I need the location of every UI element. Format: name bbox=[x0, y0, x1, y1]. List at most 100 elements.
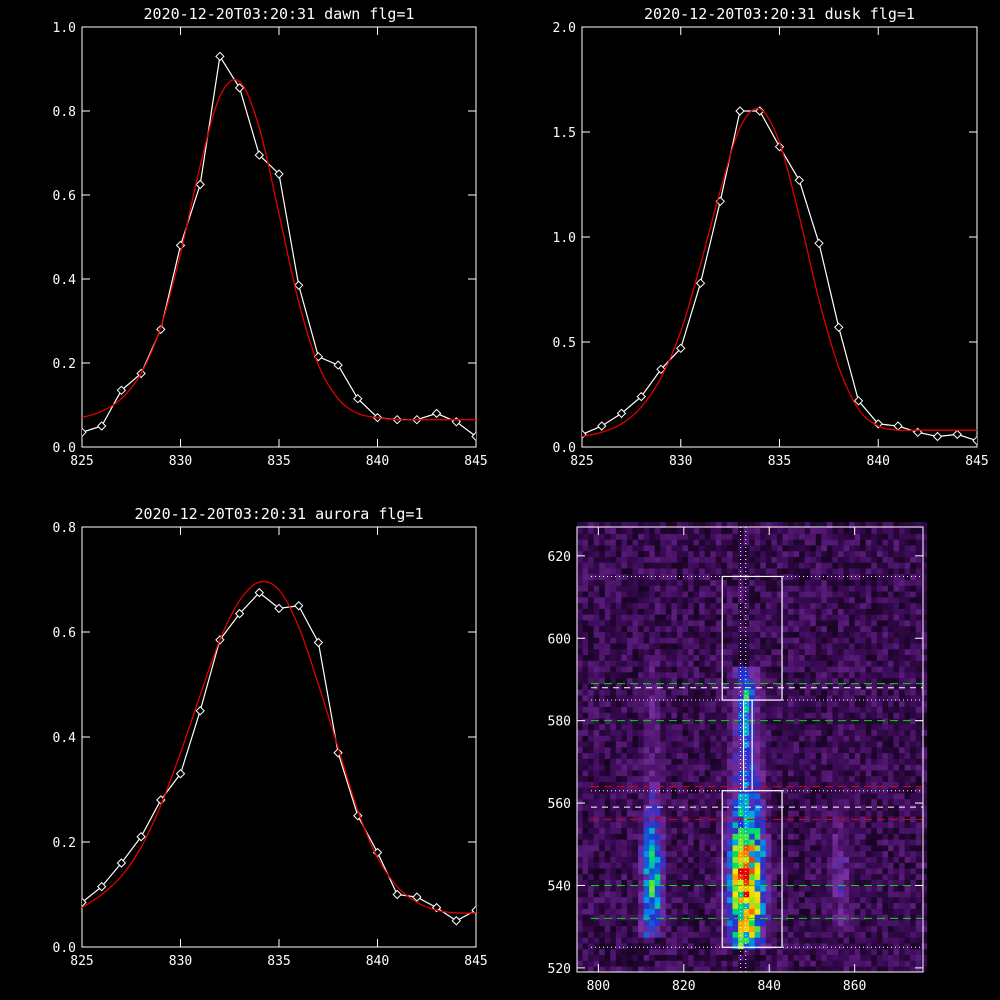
heatmap-cell bbox=[793, 770, 800, 777]
heatmap-cell bbox=[821, 573, 828, 581]
heatmap-cell bbox=[643, 562, 650, 569]
heatmap-cell bbox=[588, 833, 594, 840]
heatmap-cell bbox=[854, 868, 861, 875]
heatmap-cell bbox=[665, 827, 672, 834]
heatmap-cell bbox=[599, 545, 606, 552]
heatmap-cell bbox=[688, 637, 694, 644]
heatmap-cell bbox=[593, 868, 600, 875]
heatmap-cell bbox=[865, 891, 872, 898]
heatmap-cell bbox=[860, 620, 867, 627]
heatmap-cell bbox=[732, 850, 739, 857]
heatmap-cell bbox=[649, 735, 656, 742]
heatmap-cell bbox=[782, 602, 789, 609]
heatmap-cell bbox=[688, 625, 694, 632]
heatmap-cell bbox=[732, 695, 739, 702]
heatmap-cell bbox=[665, 706, 672, 713]
heatmap-cell bbox=[693, 925, 700, 932]
heatmap-cell bbox=[743, 868, 750, 875]
heatmap-cell bbox=[854, 845, 861, 852]
heatmap-cell bbox=[815, 810, 822, 817]
heatmap-cell bbox=[710, 533, 717, 540]
heatmap-cell bbox=[688, 608, 694, 615]
heatmap-cell bbox=[810, 827, 817, 834]
heatmap-cell bbox=[710, 718, 717, 725]
heatmap-cell bbox=[743, 920, 750, 927]
heatmap-cell bbox=[721, 637, 728, 644]
heatmap-cell bbox=[649, 862, 656, 869]
heatmap-cell bbox=[876, 747, 883, 754]
heatmap-cell bbox=[826, 747, 833, 754]
heatmap-cell bbox=[804, 614, 811, 621]
heatmap-cell bbox=[638, 579, 644, 586]
heatmap-cell bbox=[849, 741, 855, 748]
heatmap-cell bbox=[804, 527, 811, 534]
heatmap-cell bbox=[865, 775, 872, 782]
heatmap-cell bbox=[621, 729, 628, 736]
heatmap-cell bbox=[610, 522, 617, 529]
heatmap-cell bbox=[793, 573, 800, 581]
heatmap-cell bbox=[604, 850, 611, 857]
heatmap-cell bbox=[854, 850, 861, 857]
heatmap-cell bbox=[593, 654, 600, 661]
heatmap-cell bbox=[810, 568, 817, 575]
heatmap-cell bbox=[715, 556, 722, 563]
heatmap-cell bbox=[821, 533, 828, 540]
heatmap-cell bbox=[715, 943, 722, 950]
heatmap-cell bbox=[876, 741, 883, 748]
heatmap-cell bbox=[904, 522, 911, 529]
heatmap-cell bbox=[715, 689, 722, 696]
heatmap-cell bbox=[577, 700, 583, 707]
heatmap-cell bbox=[871, 856, 878, 863]
heatmap-cell bbox=[893, 897, 900, 904]
heatmap-cell bbox=[760, 735, 767, 742]
heatmap-cell bbox=[876, 908, 883, 915]
heatmap-cell bbox=[582, 556, 589, 563]
heatmap-cell bbox=[732, 804, 739, 811]
heatmap-cell bbox=[815, 827, 822, 834]
heatmap-cell bbox=[776, 689, 783, 696]
heatmap-cell bbox=[610, 643, 617, 650]
heatmap-cell bbox=[765, 833, 772, 840]
heatmap-cell bbox=[821, 568, 828, 575]
heatmap-cell bbox=[721, 723, 728, 731]
heatmap-cell bbox=[876, 804, 883, 811]
heatmap-cell bbox=[865, 908, 872, 915]
heatmap-cell bbox=[799, 925, 805, 932]
heatmap-cell bbox=[643, 602, 650, 609]
heatmap-cell bbox=[771, 643, 778, 650]
heatmap-cell bbox=[704, 689, 711, 696]
heatmap-cell bbox=[882, 954, 889, 961]
heatmap-cell bbox=[693, 637, 700, 644]
heatmap-cell bbox=[904, 562, 911, 569]
heatmap-cell bbox=[904, 879, 911, 886]
heatmap-cell bbox=[626, 545, 633, 552]
dawn-data-point bbox=[274, 169, 284, 179]
heatmap-cell bbox=[815, 666, 822, 673]
heatmap-cell bbox=[649, 793, 656, 800]
heatmap-cell bbox=[588, 654, 594, 661]
heatmap-cell bbox=[832, 620, 839, 627]
heatmap-cell bbox=[676, 879, 683, 886]
heatmap-cell bbox=[765, 908, 772, 915]
heatmap-cell bbox=[843, 614, 850, 621]
heatmap-cell bbox=[665, 810, 672, 817]
heatmap-cell bbox=[904, 527, 911, 534]
heatmap-cell bbox=[793, 775, 800, 782]
heatmap-cell bbox=[732, 775, 739, 782]
heatmap-cell bbox=[654, 781, 661, 788]
heatmap-cell bbox=[782, 591, 789, 598]
heatmap-cell bbox=[765, 960, 772, 967]
heatmap-cell bbox=[799, 666, 805, 673]
heatmap-cell bbox=[876, 608, 883, 615]
heatmap-cell bbox=[882, 804, 889, 811]
heatmap-cell bbox=[849, 568, 855, 575]
heatmap-cell bbox=[610, 833, 617, 840]
heatmap-cell bbox=[738, 747, 744, 754]
heatmap-cell bbox=[826, 527, 833, 534]
heatmap-cell bbox=[804, 764, 811, 771]
heatmap-cell bbox=[665, 700, 672, 707]
dawn-ytick-label: 0.0 bbox=[53, 441, 76, 456]
heatmap-cell bbox=[621, 960, 628, 967]
heatmap-cell bbox=[726, 706, 733, 713]
heatmap-cell bbox=[715, 677, 722, 684]
